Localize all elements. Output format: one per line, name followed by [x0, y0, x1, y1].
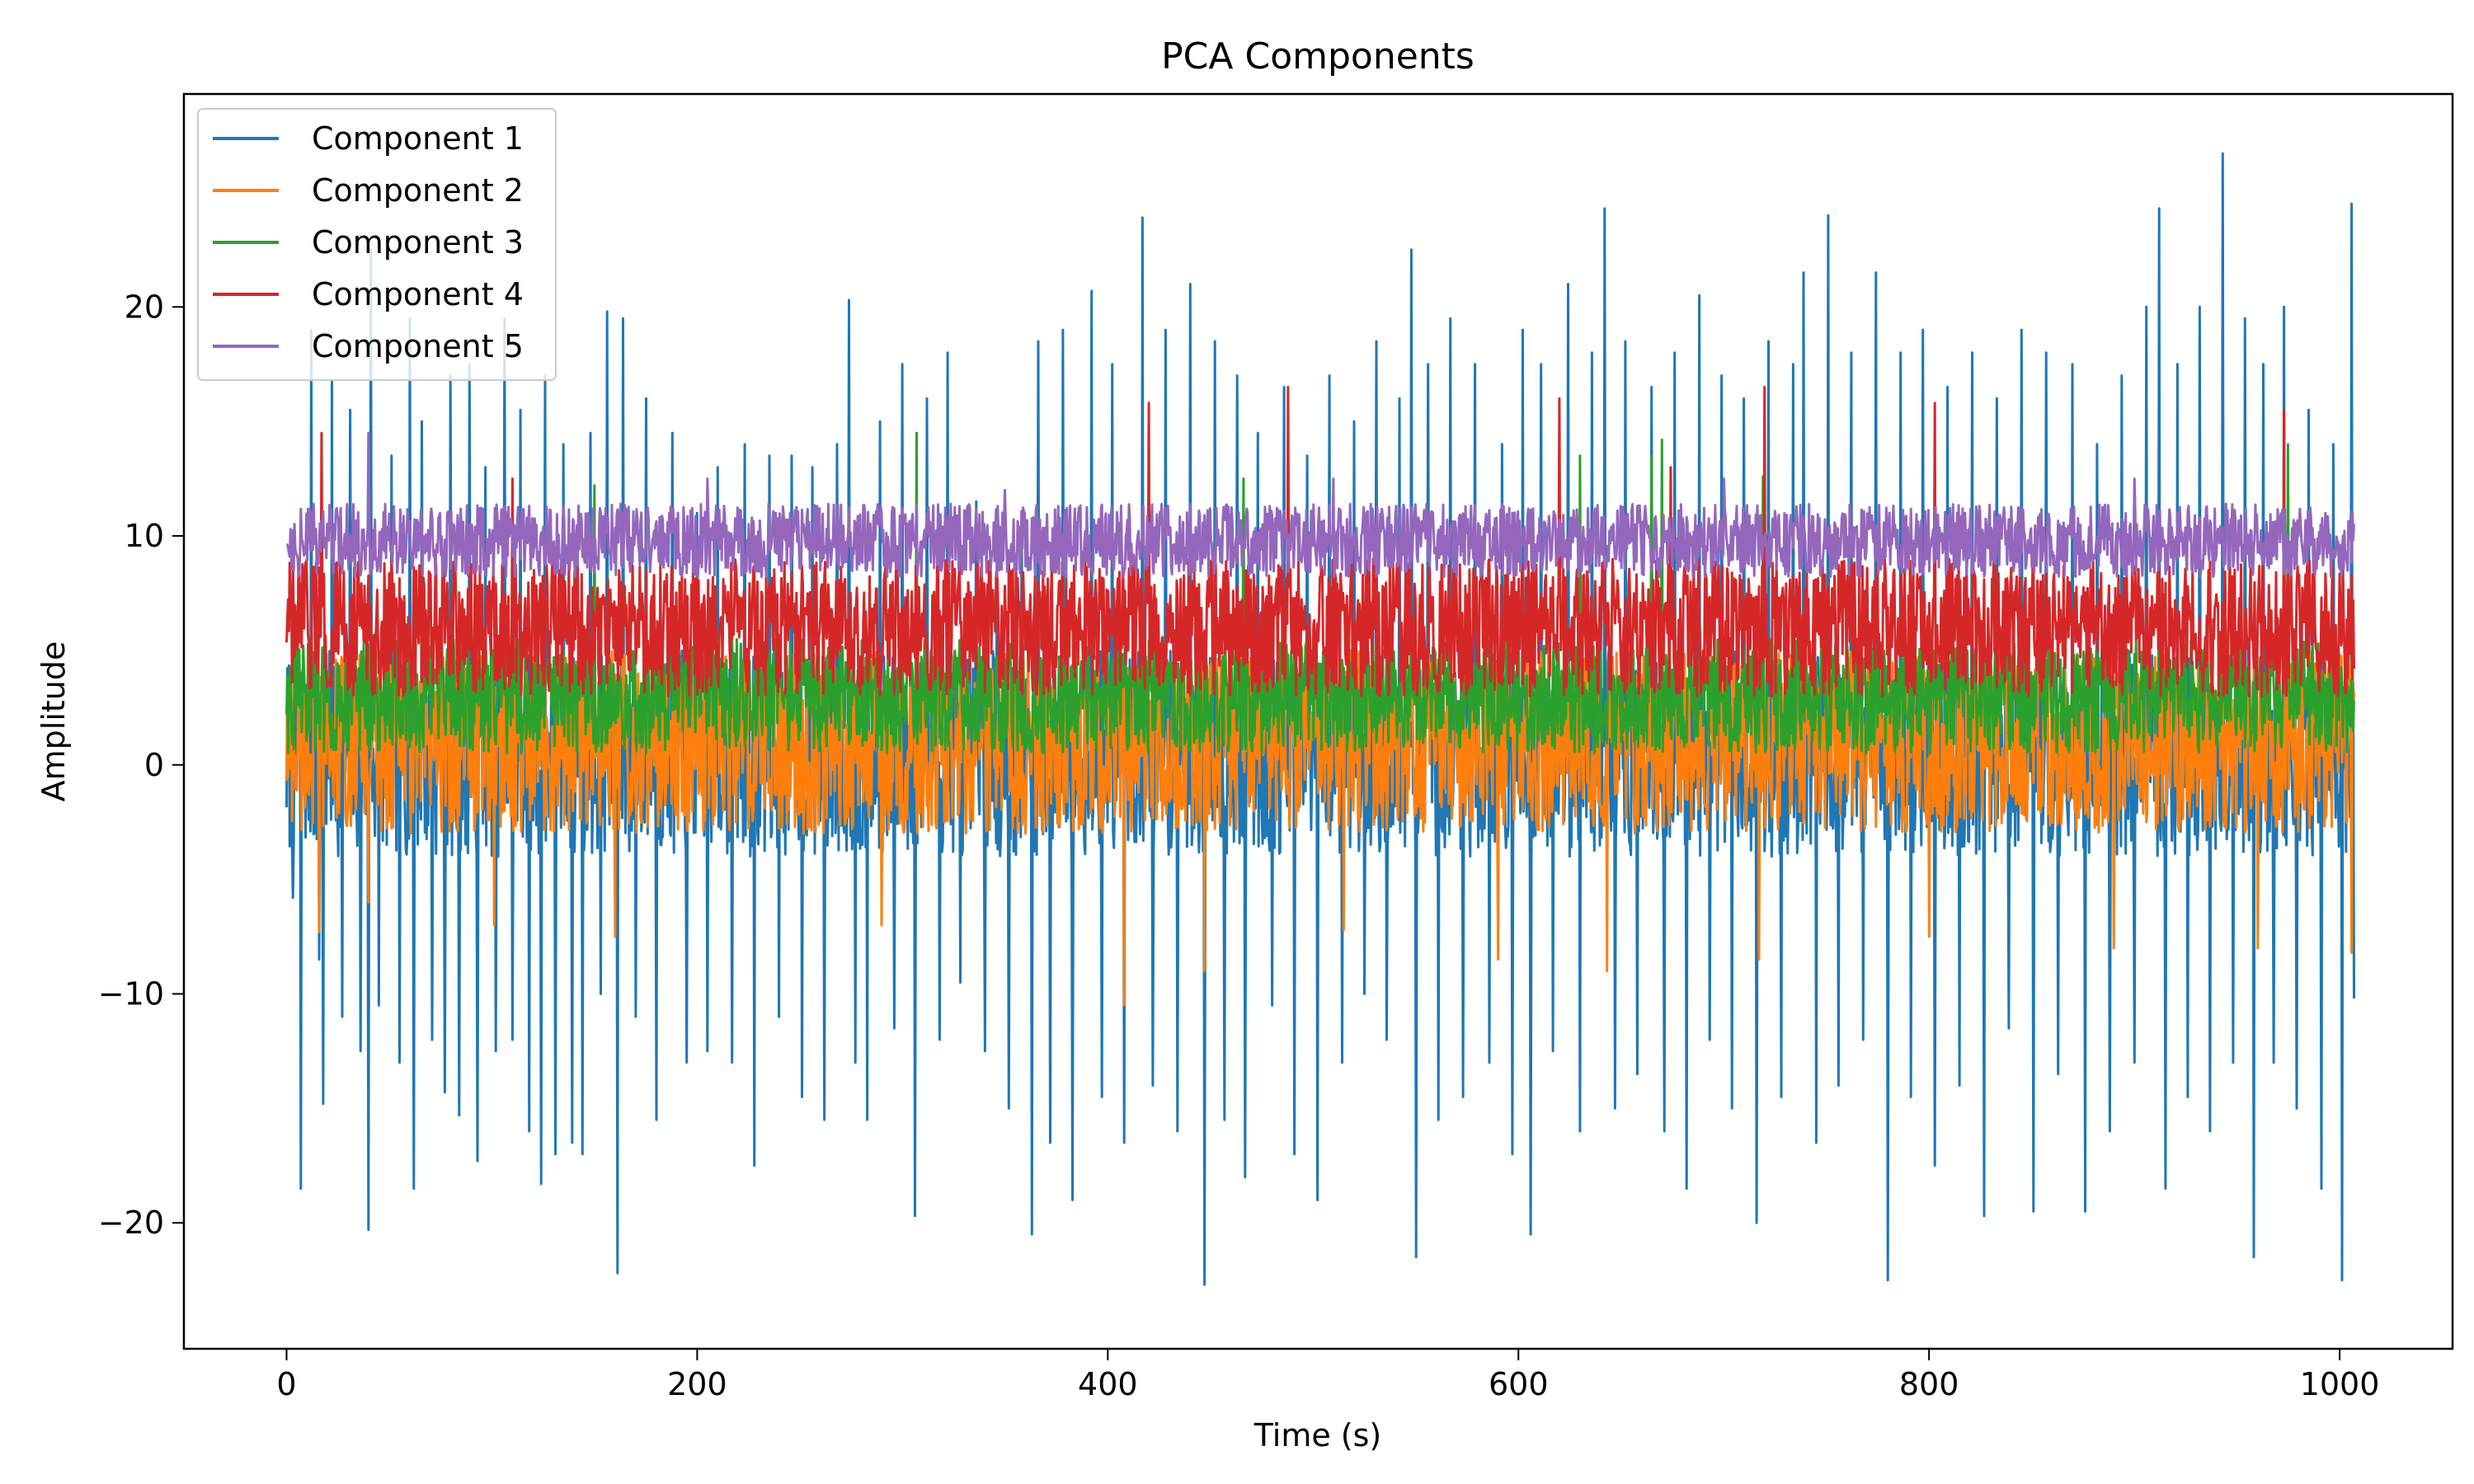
- series-line-4: [285, 386, 2355, 697]
- chart-title: PCA Components: [1161, 35, 1475, 77]
- legend: Component 1 Component 2 Component 3 Compone…: [197, 108, 557, 381]
- y-axis-label: Amplitude: [35, 641, 72, 802]
- plot-area: [285, 152, 2355, 1286]
- x-tick-label: 0: [276, 1366, 296, 1402]
- y-tick-label: 10: [125, 518, 164, 554]
- x-tick-label: 1000: [2300, 1366, 2380, 1402]
- x-tick-label: 800: [1899, 1366, 1959, 1402]
- legend-label-4: Component 4: [312, 276, 524, 312]
- y-tick-label: −20: [98, 1205, 164, 1241]
- x-tick-label: 600: [1489, 1366, 1549, 1402]
- y-axis: −20 −10 0 10 20: [98, 289, 184, 1241]
- y-tick-label: 20: [125, 289, 164, 325]
- legend-box: [197, 108, 557, 381]
- x-axis-label: Time (s): [1253, 1417, 1382, 1453]
- legend-label-3: Component 3: [312, 224, 524, 261]
- plot-frame: [182, 92, 2454, 1350]
- series-line-5: [285, 431, 2355, 579]
- y-tick-label: 0: [144, 747, 164, 783]
- legend-label-2: Component 2: [312, 172, 524, 209]
- series-line-3: [285, 431, 2355, 755]
- y-tick-label: −10: [98, 976, 164, 1012]
- x-tick-label: 400: [1078, 1366, 1138, 1402]
- legend-label-1: Component 1: [312, 120, 524, 157]
- legend-label-5: Component 5: [312, 328, 524, 364]
- x-axis: 0 200 400 600 800 1000: [276, 1349, 2379, 1402]
- x-tick-label: 200: [667, 1366, 727, 1402]
